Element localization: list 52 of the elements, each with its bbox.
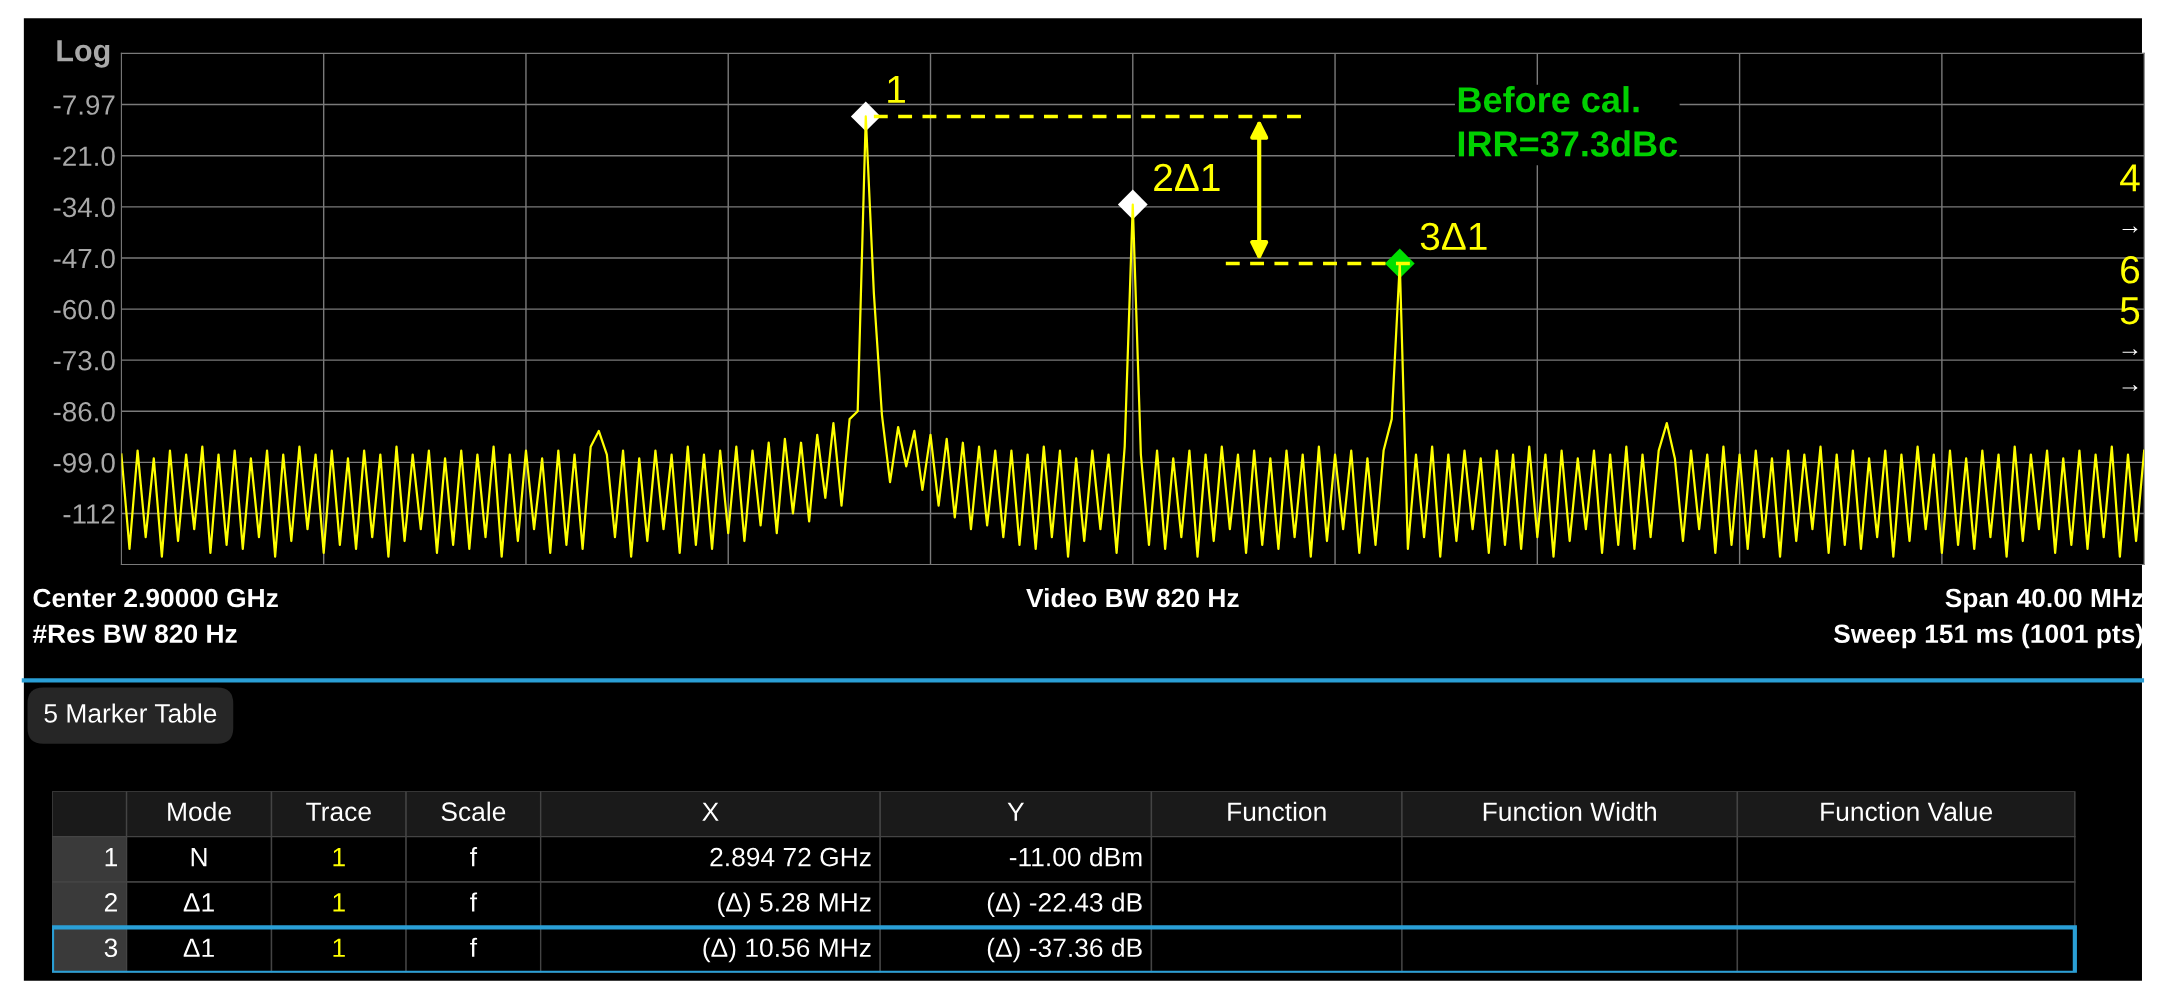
category-label: Y (1007, 802, 1025, 821)
category-label: Function Width (1483, 801, 1656, 822)
text: f (470, 937, 478, 957)
text: Sweep 151 ms (1001 pts) (1833, 623, 2143, 649)
category-label: Function Value (1821, 801, 1992, 822)
annotation: 2Δ1 (1154, 163, 1220, 191)
category-label: Function (1228, 801, 1326, 822)
text: (Δ) 5.28 MHz (718, 892, 871, 917)
text: 1 (333, 938, 345, 957)
y-tick-label: -34.0 (53, 197, 115, 218)
y-tick-label: -21.0 (53, 146, 115, 167)
y-axis-title: Log (57, 40, 110, 68)
annotation: → (2122, 349, 2138, 356)
category-label: X (702, 802, 719, 821)
text: #Res BW 820 Hz (32, 624, 237, 644)
text: -11.00 dBm (1009, 847, 1142, 867)
text: (Δ) -22.43 dB (987, 892, 1142, 917)
text: 1 (105, 847, 117, 867)
category-label: Scale (441, 801, 506, 822)
text: 3 (104, 938, 118, 958)
y-tick-label: -86.0 (53, 401, 115, 422)
category-label: Mode (168, 801, 231, 822)
annotation: Before cal. IRR=37.3dBc (1458, 86, 1678, 157)
text: 5 Marker Table (44, 703, 217, 723)
y-tick-label: -47.0 (53, 248, 115, 269)
text: f (470, 892, 478, 912)
text: 1 (333, 847, 345, 867)
text: (Δ) 10.56 MHz (703, 937, 871, 963)
text: N (191, 847, 207, 867)
y-tick-label: -99.0 (53, 453, 115, 473)
text: Span 40.00 MHz (1945, 588, 2144, 613)
text: 1 (333, 893, 345, 912)
annotation: 3Δ1 (1420, 222, 1487, 251)
text: f (470, 847, 478, 867)
annotation: → (2122, 226, 2138, 233)
annotation: 6 (2121, 256, 2140, 284)
annotation: → (2122, 384, 2138, 391)
text: Video BW 820 Hz (1026, 587, 1239, 608)
text: 2.894 72 GHz (710, 847, 871, 867)
text: (Δ) -37.36 dB (987, 937, 1142, 963)
text: Δ1 (183, 893, 214, 912)
y-tick-label: -60.0 (53, 299, 115, 320)
text: 2 (104, 893, 117, 912)
annotation: 4 (2120, 164, 2140, 192)
y-tick-label: -7.97 (53, 95, 115, 115)
annotation: 5 (2120, 297, 2140, 325)
text: Δ1 (183, 938, 214, 957)
category-label: Trace (306, 802, 371, 822)
annotation: 1 (888, 76, 905, 103)
y-tick-label: -112 (63, 504, 115, 524)
y-tick-label: -73.0 (53, 350, 115, 371)
text: Center 2.90000 GHz (33, 588, 278, 608)
